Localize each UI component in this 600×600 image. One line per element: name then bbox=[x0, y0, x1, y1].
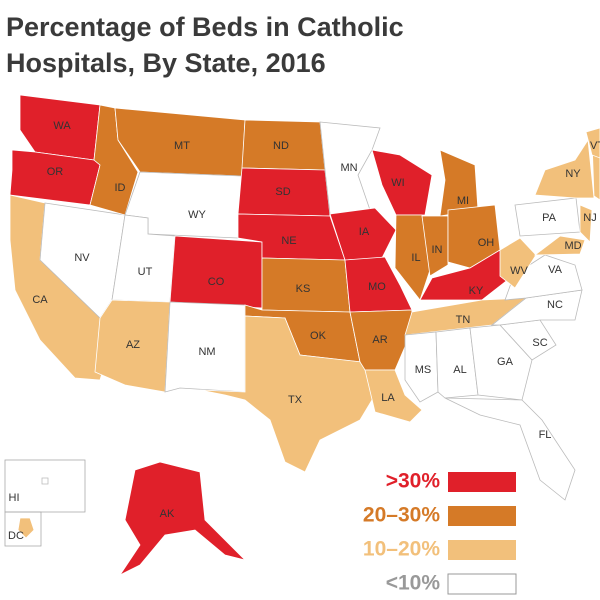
state bbox=[319, 121, 381, 215]
state-label: MO bbox=[368, 281, 386, 293]
state-label: TX bbox=[288, 394, 303, 406]
state-label: SC bbox=[532, 337, 547, 349]
state bbox=[469, 324, 533, 401]
state-label: IA bbox=[359, 226, 370, 238]
state bbox=[329, 207, 397, 261]
state-label: DC bbox=[8, 530, 24, 542]
state bbox=[533, 235, 586, 256]
state-label: HI bbox=[9, 492, 20, 504]
state bbox=[579, 204, 593, 243]
state bbox=[41, 477, 49, 485]
state-label: IN bbox=[432, 244, 443, 256]
state bbox=[169, 235, 263, 309]
state-label: WY bbox=[188, 209, 206, 221]
state bbox=[17, 517, 35, 539]
legend-label: 20–30% bbox=[363, 504, 440, 527]
state-label: VT bbox=[590, 140, 600, 152]
legend-swatch bbox=[448, 540, 516, 560]
state-label: FL bbox=[539, 429, 552, 441]
state bbox=[585, 127, 600, 159]
state bbox=[404, 331, 439, 403]
legend-label: <10% bbox=[386, 572, 441, 595]
state-label: AR bbox=[372, 334, 387, 346]
state-label: MT bbox=[174, 140, 190, 152]
state-label: TN bbox=[456, 314, 471, 326]
state-label: SD bbox=[275, 186, 290, 198]
state bbox=[364, 369, 423, 423]
state-label: OK bbox=[310, 330, 327, 342]
state-label: LA bbox=[381, 392, 395, 404]
state-label: VA bbox=[548, 264, 563, 276]
inset-box bbox=[4, 511, 42, 547]
state-label: CA bbox=[32, 294, 48, 306]
state-label: AL bbox=[453, 364, 466, 376]
state bbox=[164, 301, 246, 393]
state-label: KS bbox=[296, 283, 311, 295]
state-label: IL bbox=[411, 252, 420, 264]
state bbox=[421, 215, 449, 277]
title-line: Hospitals, By State, 2016 bbox=[6, 48, 326, 78]
state-label: WA bbox=[53, 120, 71, 132]
state bbox=[444, 397, 576, 501]
state-label: AK bbox=[160, 508, 175, 520]
state bbox=[118, 461, 247, 577]
state-label: NJ bbox=[583, 212, 596, 224]
state-label: OR bbox=[47, 166, 64, 178]
legend-label: 10–20% bbox=[363, 538, 440, 561]
state-label: WI bbox=[391, 177, 404, 189]
state-label: CO bbox=[208, 276, 225, 288]
state bbox=[499, 237, 537, 289]
state-label: MS bbox=[415, 364, 432, 376]
state-label: ND bbox=[273, 140, 289, 152]
legend-label: >30% bbox=[386, 470, 441, 493]
legend-swatch bbox=[448, 506, 516, 526]
state-label: PA bbox=[542, 212, 557, 224]
legend-swatch bbox=[448, 472, 516, 492]
state-label: NM bbox=[198, 346, 215, 358]
state-label: MN bbox=[340, 162, 357, 174]
state-label: NE bbox=[281, 235, 296, 247]
state-label: NC bbox=[547, 299, 563, 311]
state-label: ID bbox=[115, 182, 126, 194]
state bbox=[435, 327, 479, 399]
state-label: UT bbox=[138, 266, 153, 278]
state-label: GA bbox=[497, 356, 514, 368]
state bbox=[199, 315, 376, 473]
legend-swatch bbox=[447, 573, 517, 595]
state-label: WV bbox=[510, 265, 528, 277]
state-label: OH bbox=[478, 237, 495, 249]
state bbox=[371, 149, 433, 216]
title-line: Percentage of Beds in Catholic bbox=[6, 12, 404, 42]
state-label: KY bbox=[469, 285, 484, 297]
state-label: NY bbox=[565, 168, 581, 180]
state bbox=[394, 214, 431, 301]
state bbox=[344, 256, 413, 313]
state-label: AZ bbox=[126, 339, 140, 351]
state-label: MI bbox=[457, 195, 469, 207]
state-label: NV bbox=[74, 252, 90, 264]
inset-box bbox=[4, 459, 86, 513]
state-label: MD bbox=[564, 240, 581, 252]
